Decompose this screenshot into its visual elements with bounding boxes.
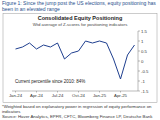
y-tick: [138, 41, 140, 42]
y-tick: [138, 61, 140, 62]
plot-area: [16, 41, 135, 79]
y-tick-label: -0.5: [141, 69, 149, 74]
x-axis: [12, 91, 138, 92]
footnote: *Weighted based on explanatory power in …: [2, 104, 158, 114]
x-tick-label: Apr-24: [30, 93, 44, 98]
chart-subtitle: Wtd average of Z-scores for positioning …: [33, 22, 128, 27]
chart-title: Consolidated Equity Positioning: [38, 15, 123, 21]
y-tick: [138, 91, 140, 92]
footer: *Weighted based on explanatory power in …: [2, 104, 158, 119]
x-tick-label: Oct-24: [72, 93, 86, 98]
x-tick-label: Apr-25: [114, 93, 128, 98]
y-tick-label: 0: [141, 59, 144, 64]
series-line: [16, 41, 135, 79]
y-tick-label: -1: [141, 79, 145, 84]
y-tick-label: -1.5: [141, 89, 149, 94]
y-tick-label: 1: [141, 39, 144, 44]
annotation: Current percentile since 2010: 84%: [15, 79, 85, 84]
x-tick-label: Jan-24: [9, 93, 23, 98]
source: Source: Haver Analytics, EPFR, CFTC, Blo…: [2, 114, 158, 119]
y-tick: [138, 31, 140, 32]
y-tick-label: 1.5: [141, 29, 148, 34]
chart: Consolidated Equity PositioningWtd avera…: [0, 13, 160, 107]
figure-title: Figure 1: Since the jump post the US ele…: [2, 1, 158, 12]
y-tick: [138, 81, 140, 82]
y-tick-label: 0.5: [141, 49, 148, 54]
y-tick: [138, 71, 140, 72]
x-tick-label: Jan-25: [93, 93, 107, 98]
x-tick-label: Jul-24: [52, 93, 64, 98]
chart-frame: [3, 14, 157, 103]
y-tick: [138, 51, 140, 52]
chart-svg: Consolidated Equity PositioningWtd avera…: [0, 13, 160, 103]
